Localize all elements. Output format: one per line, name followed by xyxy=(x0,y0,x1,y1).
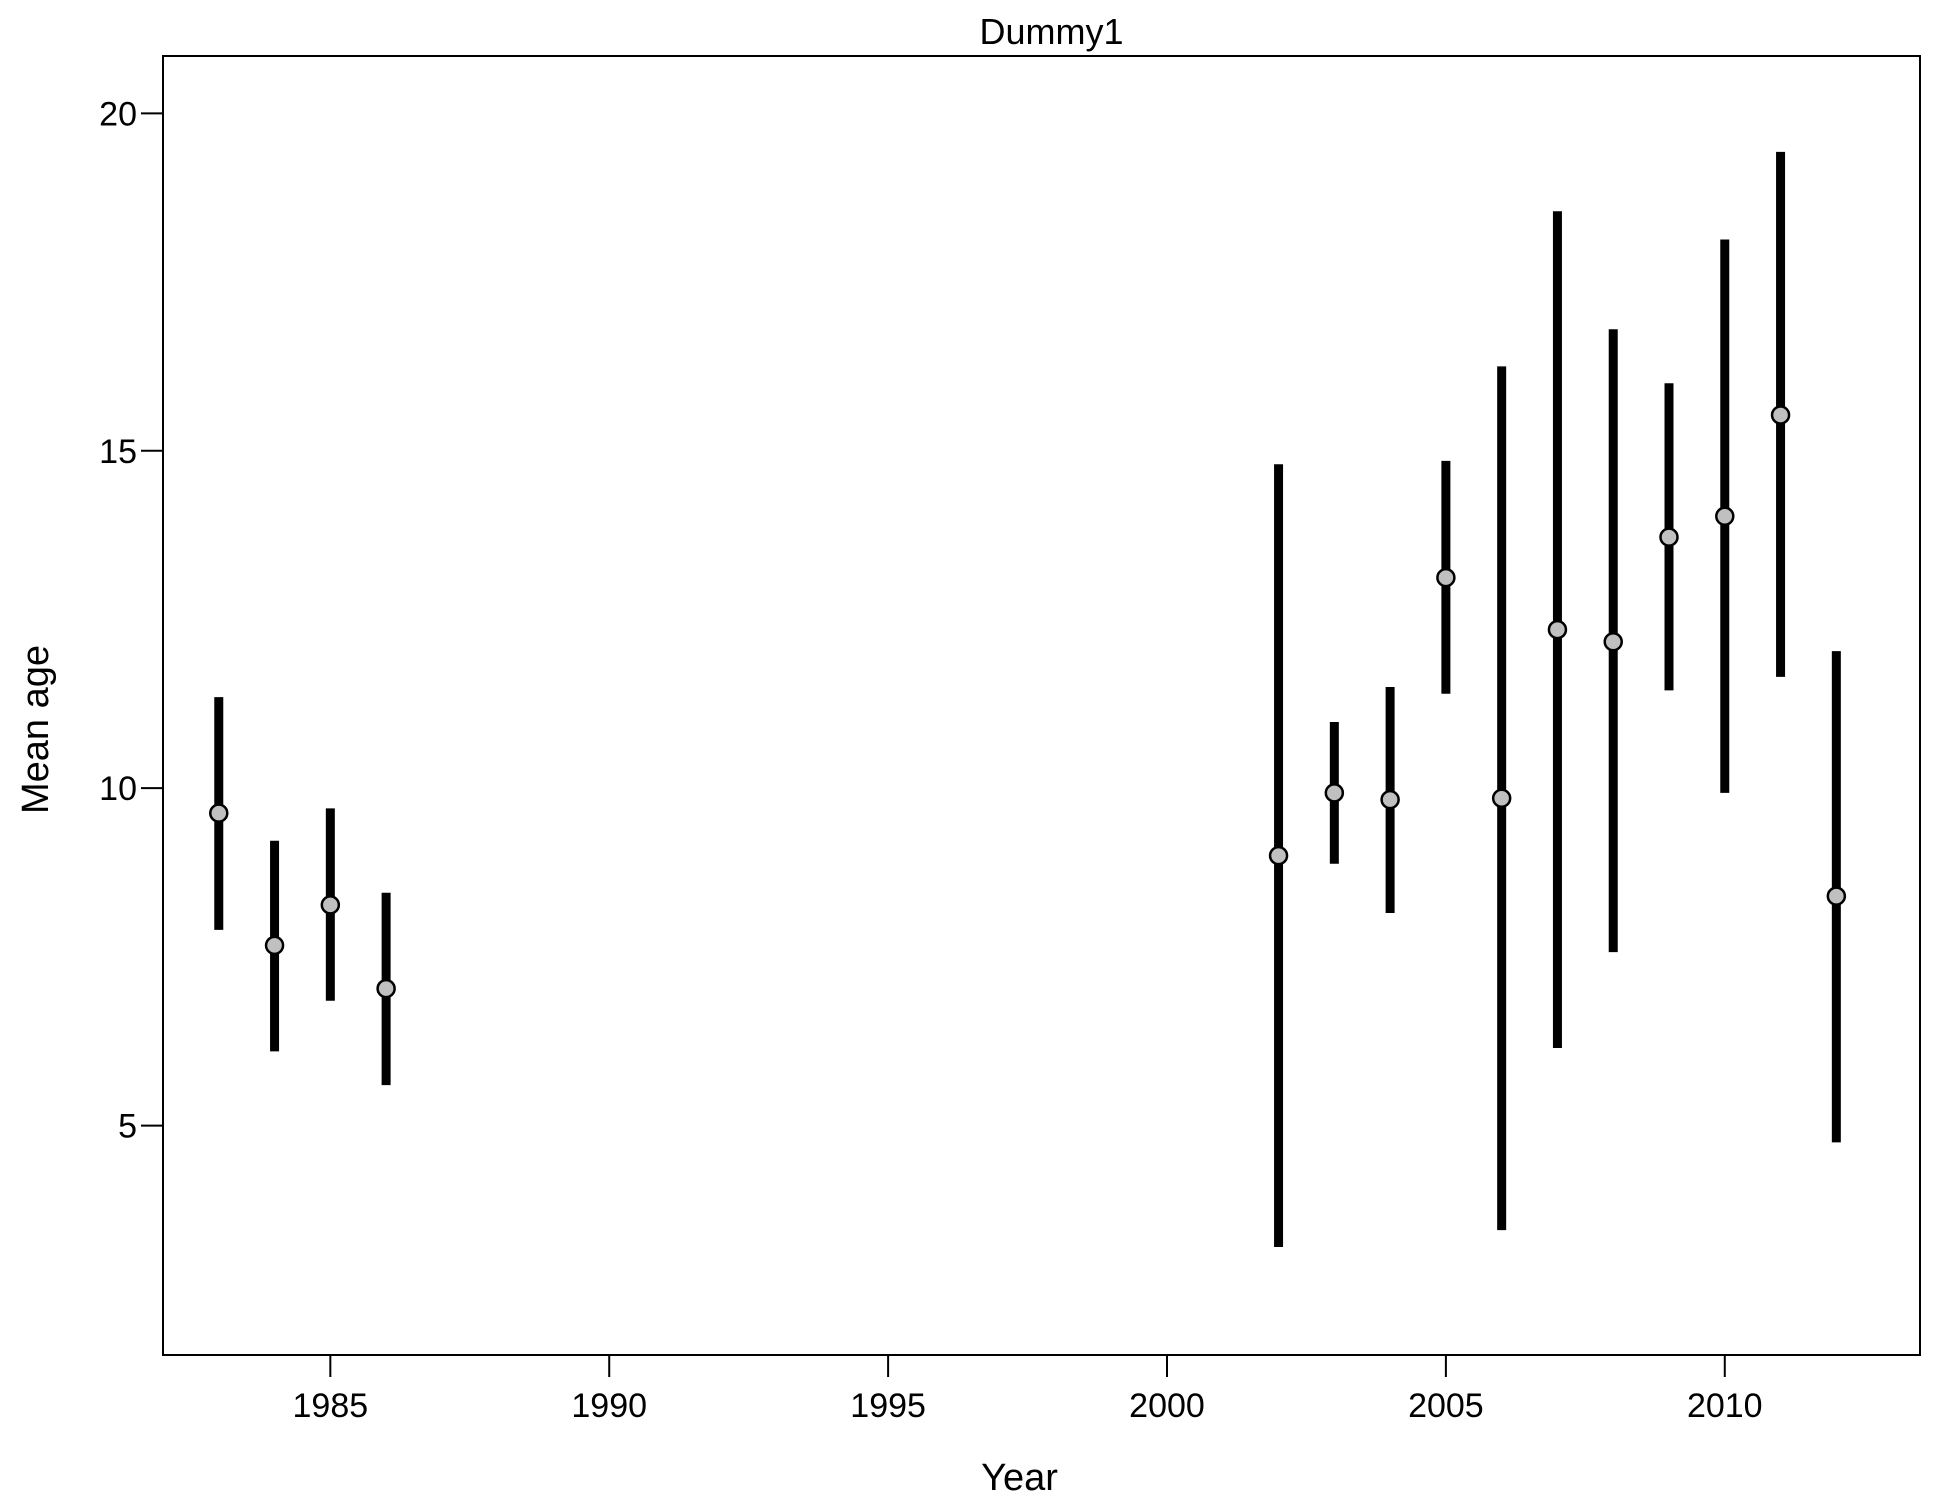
x-axis-ticks: 1985 1990 1995 2000 2005 2010 xyxy=(293,1355,1763,1425)
mean-point xyxy=(1659,527,1679,547)
mean-point xyxy=(1547,619,1568,640)
mean-point xyxy=(320,895,341,915)
mean-point xyxy=(376,978,396,999)
y-tick-label: 5 xyxy=(118,1108,137,1146)
mean-point xyxy=(264,935,285,956)
mean-point xyxy=(1826,886,1847,906)
x-tick-label: 1995 xyxy=(850,1387,926,1425)
mean-point xyxy=(1715,506,1735,526)
x-tick-label: 2010 xyxy=(1687,1387,1763,1425)
x-tick-label: 2000 xyxy=(1129,1387,1205,1425)
plot-frame xyxy=(162,55,1921,1356)
mean-point xyxy=(1324,783,1345,803)
mean-point xyxy=(1268,845,1289,866)
x-axis-label: Year xyxy=(981,1457,1058,1499)
x-tick-label: 2005 xyxy=(1408,1387,1484,1425)
x-tick-label: 1990 xyxy=(571,1387,647,1425)
y-tick-label: 20 xyxy=(99,95,137,133)
y-axis-label: Mean age xyxy=(15,645,57,814)
y-tick-label: 15 xyxy=(99,433,137,471)
mean-point xyxy=(1770,405,1791,425)
mean-point xyxy=(1436,567,1456,588)
mean-points xyxy=(209,405,1847,999)
y-tick-label: 10 xyxy=(99,770,137,808)
mean-point xyxy=(209,803,229,823)
x-tick-label: 1985 xyxy=(293,1387,369,1425)
chart-title: Dummy1 xyxy=(979,11,1123,52)
mean-point xyxy=(1380,789,1400,810)
mean-point xyxy=(1491,788,1512,809)
mean-point xyxy=(1603,631,1623,652)
y-axis-ticks: 5 10 15 20 xyxy=(99,95,163,1146)
